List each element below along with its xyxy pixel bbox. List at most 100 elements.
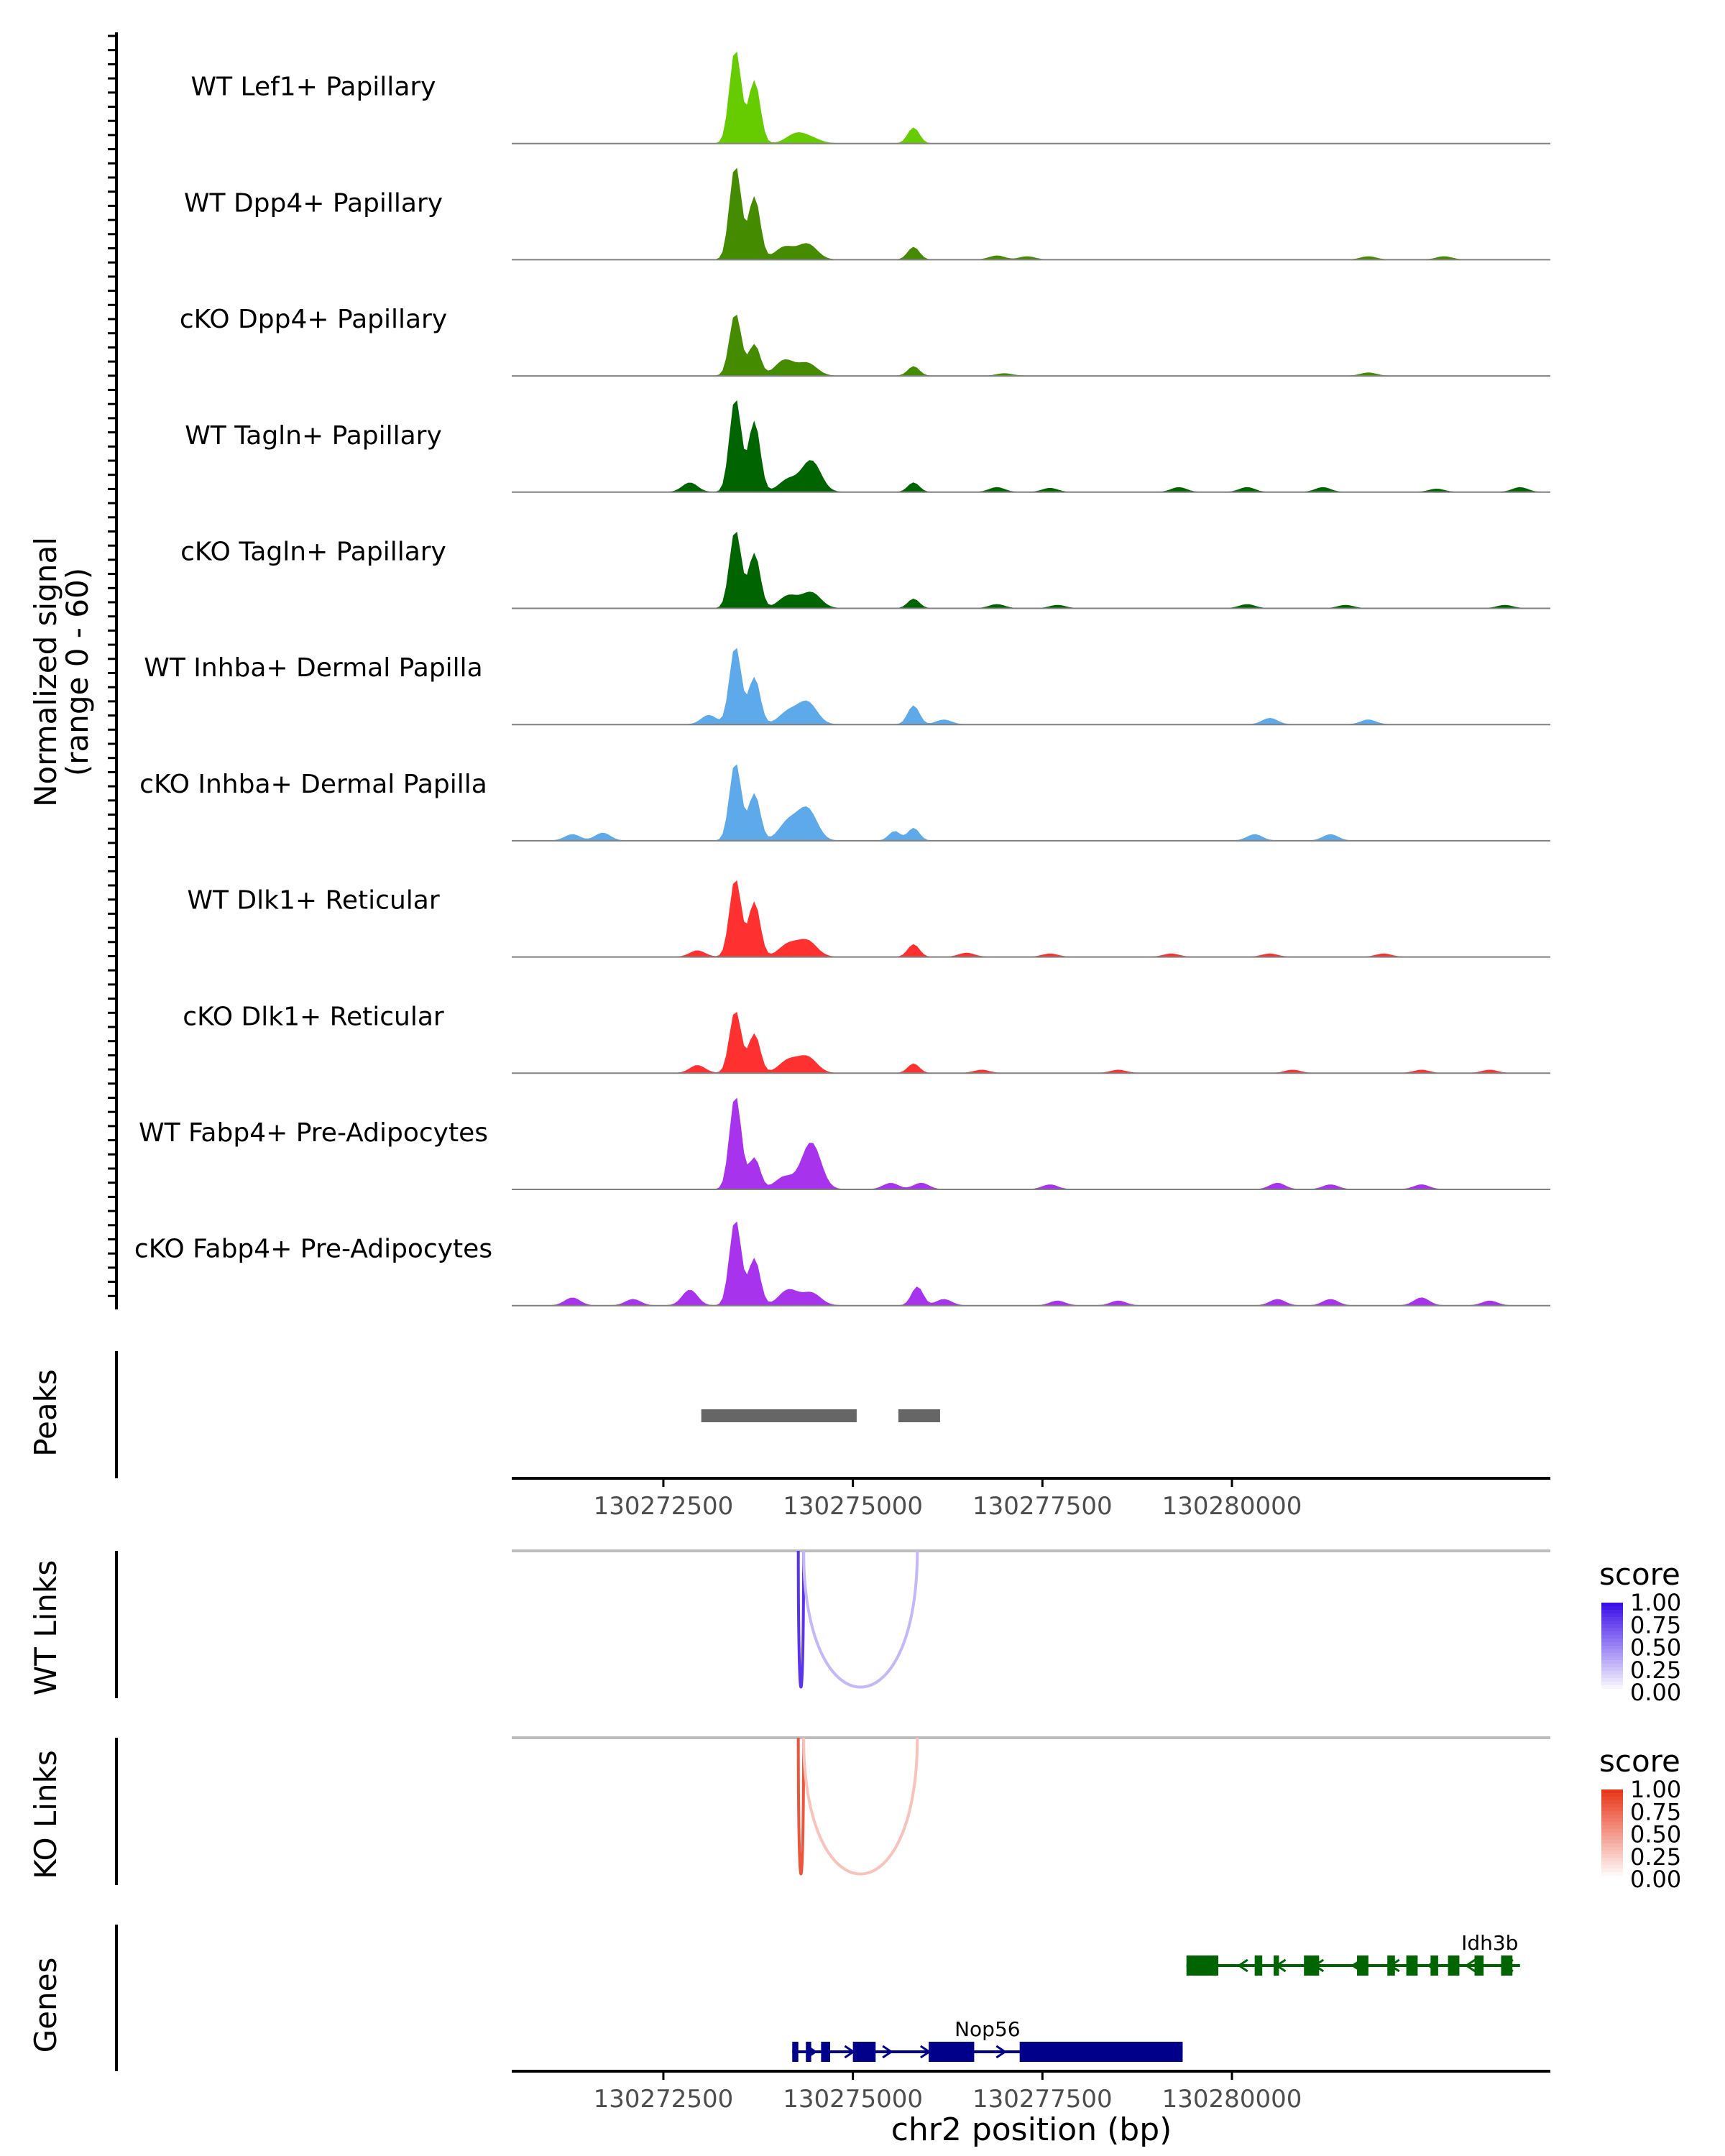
coverage-area — [512, 400, 1550, 493]
gene-exon — [1357, 1955, 1368, 1976]
coverage-area — [512, 167, 1550, 260]
legend-color-step — [1601, 1829, 1623, 1833]
gene-exon — [1448, 1955, 1460, 1976]
legend-color-step — [1601, 1674, 1623, 1679]
peaks-x-axis-tick-label: 130277500 — [972, 1492, 1113, 1521]
coverage-area — [512, 314, 1550, 377]
track-label: cKO Dpp4+ Papillary — [180, 305, 447, 334]
score-legend: 1.000.750.500.250.00 — [1601, 1776, 1681, 1893]
track-label: cKO Fabp4+ Pre-Adipocytes — [134, 1235, 492, 1264]
legend-color-step — [1601, 1793, 1623, 1797]
genes-x-axis-tick-label: 130280000 — [1162, 2085, 1302, 2114]
genes-x-axis-tick-label: 130275000 — [783, 2085, 923, 2114]
genes-panel: Idh3b Nop56 130272500 130275000 130277500 130… — [512, 1931, 1550, 2114]
gene-exon — [1430, 1955, 1438, 1976]
gene-exon — [806, 2042, 811, 2062]
gene-exon — [1186, 1955, 1219, 1976]
coverage-area — [512, 1097, 1550, 1190]
strand-arrow — [1464, 1958, 1476, 1973]
coverage-area — [512, 648, 1550, 725]
coverage-track: WT Dlk1+ Reticular — [187, 880, 1550, 958]
legend-tick-label: 0.50 — [1630, 1821, 1681, 1848]
gene-model: Nop56 — [792, 2017, 1183, 2062]
legend-color-step — [1601, 1876, 1623, 1880]
track-label: WT Tagln+ Papillary — [185, 421, 442, 451]
gene-exon — [1274, 1955, 1279, 1976]
legend-color-step — [1601, 1603, 1623, 1607]
track-label: WT Inhba+ Dermal Papilla — [144, 653, 482, 683]
score-legend: 1.000.750.500.250.00 — [1601, 1589, 1681, 1706]
coverage-track: WT Tagln+ Papillary — [185, 400, 1550, 493]
legend-color-step — [1601, 1825, 1623, 1830]
coverage-ylabel-line1: Normalized signal — [28, 537, 63, 807]
gene-exon — [1387, 1955, 1395, 1976]
legend-color-step — [1601, 1861, 1623, 1866]
gene-exon — [1406, 1955, 1418, 1976]
legend-color-step — [1601, 1811, 1623, 1815]
legend-color-step — [1601, 1617, 1623, 1621]
legend-color-step — [1601, 1657, 1623, 1661]
left-axes — [108, 32, 118, 2071]
coverage-area — [512, 1011, 1550, 1074]
legend-color-step — [1601, 1678, 1623, 1682]
coverage-panel: WT Lef1+ Papillary WT Dpp4+ Papillary cKO … — [134, 51, 1550, 1307]
legend-color-step — [1601, 1854, 1623, 1858]
wt-links-track: 1.000.750.500.250.00 — [512, 1549, 1681, 1706]
legend-color-step — [1601, 1613, 1623, 1618]
link-arc — [802, 1737, 919, 1876]
track-label: cKO Tagln+ Papillary — [180, 538, 446, 567]
links-panel: 1.000.750.500.250.00 1.000.750.500.250.00 — [512, 1549, 1681, 1893]
track-label: WT Lef1+ Papillary — [191, 73, 436, 102]
legend-tick-label: 1.00 — [1630, 1776, 1681, 1803]
track-label: cKO Inhba+ Dermal Papilla — [139, 770, 487, 799]
legend-color-step — [1601, 1851, 1623, 1855]
legend-color-step — [1601, 1843, 1623, 1848]
legend-tick-label: 0.75 — [1630, 1798, 1681, 1825]
peak-region — [701, 1409, 857, 1422]
gene-exon — [929, 2042, 975, 2062]
gene-exon — [1019, 2042, 1183, 2062]
legend-color-step — [1601, 1689, 1623, 1693]
wt-links-legend-title: score — [1599, 1557, 1680, 1592]
legend-color-step — [1601, 1660, 1623, 1664]
legend-color-step — [1601, 1833, 1623, 1837]
ko-links-legend-title: score — [1599, 1743, 1680, 1779]
coverage-track: cKO Tagln+ Papillary — [180, 531, 1550, 609]
legend-color-step — [1601, 1631, 1623, 1636]
legend-tick-label: 1.00 — [1630, 1589, 1681, 1616]
legend-color-step — [1601, 1807, 1623, 1812]
gene-label: Nop56 — [954, 2017, 1020, 2041]
peaks-x-axis-tick-label: 130275000 — [783, 1492, 923, 1521]
wt-links-ylabel: WT Links — [28, 1560, 63, 1695]
gene-label: Idh3b — [1461, 1931, 1518, 1955]
ko-links-ylabel: KO Links — [28, 1750, 63, 1879]
legend-color-step — [1601, 1804, 1623, 1808]
legend-color-step — [1601, 1606, 1623, 1611]
track-label: WT Fabp4+ Pre-Adipocytes — [139, 1118, 488, 1148]
legend-color-step — [1601, 1649, 1623, 1654]
legend-color-step — [1601, 1624, 1623, 1628]
track-label: cKO Dlk1+ Reticular — [183, 1002, 444, 1031]
legend-color-step — [1601, 1646, 1623, 1650]
peaks-x-axis-tick-label: 130272500 — [594, 1492, 734, 1521]
strand-arrow — [882, 2045, 893, 2059]
peaks-ylabel: Peaks — [28, 1369, 63, 1457]
legend-color-step — [1601, 1639, 1623, 1643]
peaks-x-axis-tick-label: 130280000 — [1162, 1492, 1302, 1521]
legend-color-step — [1601, 1653, 1623, 1657]
legend-color-step — [1601, 1682, 1623, 1686]
link-arc — [796, 1737, 806, 1876]
track-label: WT Dpp4+ Papillary — [184, 188, 443, 218]
legend-color-step — [1601, 1815, 1623, 1819]
legend-tick-label: 0.25 — [1630, 1843, 1681, 1871]
coverage-track: WT Lef1+ Papillary — [191, 51, 1550, 144]
legend-color-step — [1601, 1800, 1623, 1805]
legend-tick-label: 0.50 — [1630, 1634, 1681, 1662]
coverage-area — [512, 1221, 1550, 1307]
coverage-track: WT Dpp4+ Papillary — [184, 167, 1550, 261]
gene-exon — [852, 2042, 876, 2062]
legend-color-step — [1601, 1836, 1623, 1841]
strand-arrow — [995, 2045, 1008, 2059]
legend-color-step — [1601, 1789, 1623, 1794]
